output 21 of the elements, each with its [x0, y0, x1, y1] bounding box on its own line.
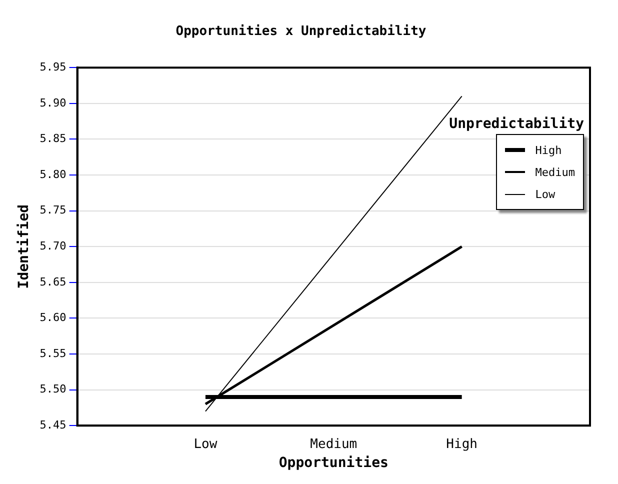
x-tick-label: High [446, 436, 478, 452]
chart-title: Opportunities x Unpredictability [176, 24, 426, 40]
x-tick-label: Medium [310, 436, 358, 452]
legend-label: Low [535, 188, 556, 200]
y-tick-label: 5.70 [40, 239, 66, 252]
y-tick-label: 5.85 [40, 132, 66, 146]
y-tick-label: 5.50 [40, 382, 66, 396]
y-tick-label: 5.60 [40, 311, 66, 324]
y-tick-label: 5.45 [40, 418, 66, 432]
y-axis-title: Identified [16, 204, 32, 289]
legend-label: Medium [535, 166, 575, 178]
legend-title: Unpredictability [449, 116, 584, 132]
x-axis-title: Opportunities [278, 455, 388, 472]
y-tick-label: 5.65 [40, 275, 66, 288]
y-tick-label: 5.75 [40, 204, 66, 217]
y-tick-label: 5.55 [40, 346, 66, 360]
x-tick-label: Low [194, 436, 218, 452]
legend-label: High [535, 144, 562, 156]
y-tick-label: 5.80 [40, 168, 66, 181]
y-tick-label: 5.95 [40, 60, 66, 74]
y-tick-label: 5.90 [40, 96, 66, 110]
